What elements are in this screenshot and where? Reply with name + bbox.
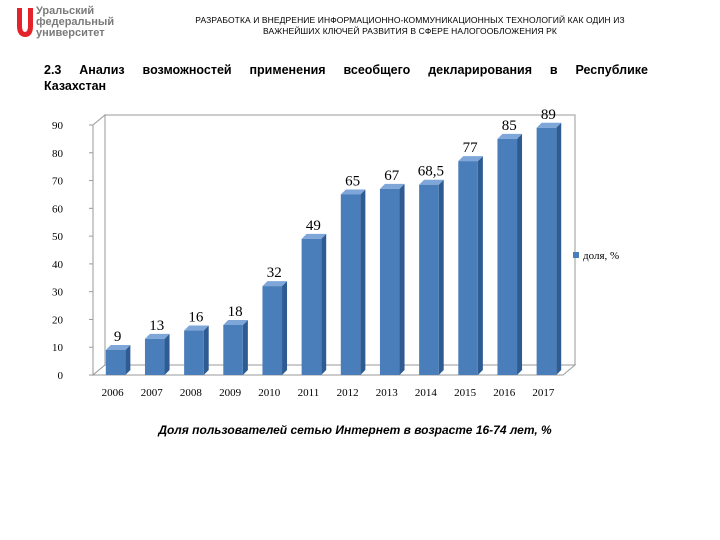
data-label: 18 <box>228 304 243 320</box>
x-tick-label: 2011 <box>298 387 320 399</box>
chart-side-wall <box>92 113 106 377</box>
logo-line-3: университет <box>36 27 105 39</box>
bar-top <box>223 320 248 325</box>
bar <box>340 194 361 375</box>
bar-side <box>477 156 483 375</box>
data-label: 67 <box>384 168 400 184</box>
bar-top <box>105 345 131 350</box>
bar-top <box>379 183 405 189</box>
x-tick-label: 2008 <box>180 387 203 399</box>
bar-chart: 0 10 20 30 40 50 60 70 80 90 9 2006 13 2007 16 2008 18 20… <box>52 107 619 399</box>
bar <box>262 286 283 375</box>
data-label: 65 <box>345 173 360 189</box>
y-tick-label: 80 <box>52 148 64 160</box>
section-title-line-2: Казахстан <box>44 79 107 93</box>
data-label: 16 <box>188 310 204 326</box>
slide-header: РАЗРАБОТКА И ВНЕДРЕНИЕ ИНФОРМАЦИОННО-КОМ… <box>130 15 690 37</box>
bar-side <box>125 345 131 375</box>
x-tick-label: 2012 <box>337 387 359 399</box>
y-tick-label: 30 <box>52 287 64 299</box>
x-tick-label: 2007 <box>141 387 164 399</box>
chart-floor <box>91 364 577 376</box>
data-label: 89 <box>541 107 556 123</box>
header-line-1: РАЗРАБОТКА И ВНЕДРЕНИЕ ИНФОРМАЦИОННО-КОМ… <box>195 15 625 25</box>
bar-side <box>438 179 444 375</box>
x-tick-label: 2014 <box>415 387 438 399</box>
y-tick-label: 60 <box>52 203 64 215</box>
x-tick-label: 2006 <box>102 387 125 399</box>
data-label: 68,5 <box>418 164 444 180</box>
data-label: 9 <box>114 329 122 345</box>
bar-top <box>301 233 327 239</box>
bar-side <box>321 233 327 375</box>
logo-line-2: федеральный <box>36 16 115 28</box>
bar <box>536 127 557 376</box>
bar-top <box>419 179 444 185</box>
bar <box>223 325 243 375</box>
x-tick-label: 2013 <box>376 387 399 399</box>
bar-top <box>458 156 483 162</box>
header-line-2: ВАЖНЕЙШИХ КЛЮЧЕЙ РАЗВИТИЯ В СФЕРЕ НАЛОГО… <box>263 26 557 36</box>
bar-side <box>282 281 288 375</box>
bar <box>379 188 400 375</box>
bar-top <box>184 325 209 331</box>
x-tick-label: 2010 <box>258 387 281 399</box>
bar-side <box>242 320 248 375</box>
bar-side <box>203 325 209 375</box>
legend-label: доля, % <box>583 250 619 262</box>
bar <box>419 184 439 375</box>
y-tick-label: 10 <box>52 342 64 354</box>
bar <box>458 161 478 375</box>
bar-top <box>144 333 170 339</box>
x-tick-label: 2016 <box>493 387 516 399</box>
section-title-line-1: 2.3 Анализ возможностей применения всеоб… <box>44 63 648 77</box>
bar-top <box>262 281 288 287</box>
y-tick-label: 20 <box>52 314 64 326</box>
y-tick-label: 40 <box>52 259 64 271</box>
bar <box>105 350 126 375</box>
y-tick-label: 50 <box>52 231 64 243</box>
data-label: 77 <box>463 140 479 156</box>
x-tick-label: 2015 <box>454 387 477 399</box>
bar-side <box>517 133 523 375</box>
section-title: 2.3 Анализ возможностей применения всеоб… <box>44 62 648 94</box>
bar <box>184 330 204 375</box>
y-tick-label: 70 <box>52 176 64 188</box>
logo-mark-icon <box>17 8 33 37</box>
university-logo: Уральский федеральный университет <box>14 6 124 44</box>
bar <box>144 338 165 375</box>
chart-caption: Доля пользователей сетью Интернет в возр… <box>158 423 552 437</box>
data-label: 13 <box>149 318 164 334</box>
bar <box>301 238 322 375</box>
bar-side <box>556 122 562 376</box>
bar-top <box>497 133 523 139</box>
bar-top <box>536 122 562 128</box>
chart-area: 0 10 20 30 40 50 60 70 80 90 9 2006 13 2007 16 2008 18 20… <box>43 107 655 405</box>
x-tick-label: 2009 <box>219 387 242 399</box>
data-label: 32 <box>267 265 282 281</box>
logo-text: Уральский федеральный университет <box>36 6 114 39</box>
data-label: 49 <box>306 218 321 234</box>
bar-side <box>360 189 366 375</box>
bar-side <box>164 333 170 375</box>
x-tick-label: 2017 <box>532 387 555 399</box>
y-tick-label: 0 <box>58 370 64 382</box>
bar-top <box>340 189 366 195</box>
data-label: 85 <box>502 118 517 134</box>
bar-side <box>399 183 405 375</box>
legend-swatch <box>573 252 579 258</box>
y-tick-label: 90 <box>52 120 64 132</box>
logo-line-1: Уральский <box>36 5 95 17</box>
bar <box>497 138 518 375</box>
